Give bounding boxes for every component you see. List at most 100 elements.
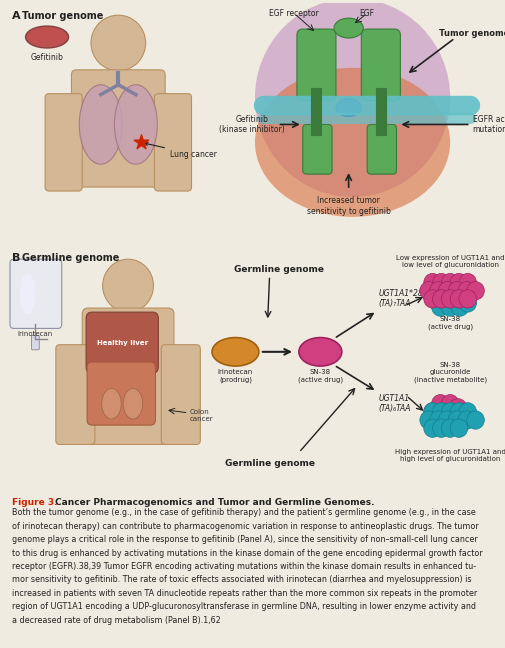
FancyBboxPatch shape bbox=[31, 336, 39, 350]
Text: Low expression of UGT1A1 and: Low expression of UGT1A1 and bbox=[395, 255, 503, 261]
FancyBboxPatch shape bbox=[296, 29, 335, 100]
Text: UGT1A1
(TA)₆TAA: UGT1A1 (TA)₆TAA bbox=[378, 393, 411, 413]
Text: UGT1A1*28
(TA)₇TAA: UGT1A1*28 (TA)₇TAA bbox=[378, 288, 423, 308]
Text: Germline genome: Germline genome bbox=[22, 253, 119, 263]
Circle shape bbox=[449, 290, 467, 308]
Circle shape bbox=[431, 395, 448, 413]
Text: Germline genome: Germline genome bbox=[224, 459, 314, 468]
FancyBboxPatch shape bbox=[87, 362, 155, 425]
Circle shape bbox=[440, 273, 458, 292]
Text: low level of glucuronidation: low level of glucuronidation bbox=[401, 262, 497, 268]
Circle shape bbox=[449, 273, 467, 292]
Circle shape bbox=[447, 282, 465, 300]
Circle shape bbox=[423, 273, 440, 292]
Text: a decreased rate of drug metabolism (Panel B).1,62: a decreased rate of drug metabolism (Pan… bbox=[12, 616, 220, 625]
Circle shape bbox=[449, 419, 467, 437]
Text: Gefitinib: Gefitinib bbox=[31, 53, 63, 62]
Ellipse shape bbox=[335, 98, 361, 117]
Ellipse shape bbox=[255, 68, 449, 217]
FancyBboxPatch shape bbox=[361, 29, 399, 100]
Text: SN-38
(active drug): SN-38 (active drug) bbox=[297, 369, 342, 382]
FancyBboxPatch shape bbox=[119, 294, 136, 320]
Text: Irinotecan
(prodrug): Irinotecan (prodrug) bbox=[217, 369, 252, 382]
Circle shape bbox=[423, 419, 440, 437]
Ellipse shape bbox=[114, 85, 157, 164]
Ellipse shape bbox=[26, 26, 68, 48]
Circle shape bbox=[429, 411, 446, 429]
FancyBboxPatch shape bbox=[10, 259, 62, 329]
Circle shape bbox=[440, 419, 458, 437]
Circle shape bbox=[423, 402, 440, 421]
FancyBboxPatch shape bbox=[161, 345, 200, 445]
Circle shape bbox=[457, 411, 475, 429]
Text: Increased tumor
sensitivity to gefitinib: Increased tumor sensitivity to gefitinib bbox=[306, 196, 390, 216]
Circle shape bbox=[419, 282, 437, 300]
Text: EGF: EGF bbox=[359, 9, 374, 18]
Text: EGFR activating
mutations: EGFR activating mutations bbox=[472, 115, 505, 134]
Text: High expression of UGT1A1 and: High expression of UGT1A1 and bbox=[394, 448, 504, 454]
Circle shape bbox=[448, 399, 466, 417]
Text: Tumor genome: Tumor genome bbox=[438, 29, 505, 38]
Ellipse shape bbox=[79, 85, 122, 164]
Circle shape bbox=[423, 402, 440, 421]
Circle shape bbox=[103, 259, 153, 312]
Circle shape bbox=[429, 282, 446, 300]
Text: genome plays a critical role in the response to gefitinib (Panel A), since the s: genome plays a critical role in the resp… bbox=[12, 535, 477, 544]
Text: Tumor genome: Tumor genome bbox=[22, 11, 103, 21]
Circle shape bbox=[431, 298, 448, 316]
Circle shape bbox=[450, 298, 468, 316]
Circle shape bbox=[466, 282, 483, 300]
Text: receptor (EGFR).38,39 Tumor EGFR encoding activating mutations within the kinase: receptor (EGFR).38,39 Tumor EGFR encodin… bbox=[12, 562, 475, 571]
FancyBboxPatch shape bbox=[56, 345, 95, 445]
Circle shape bbox=[423, 290, 440, 308]
Text: region of UGT1A1 encoding a UDP-glucuronosyltransferase in germline DNA, resulti: region of UGT1A1 encoding a UDP-glucuron… bbox=[12, 602, 475, 611]
Text: mor sensitivity to gefitinib. The rate of toxic effects associated with irinotec: mor sensitivity to gefitinib. The rate o… bbox=[12, 575, 471, 584]
Ellipse shape bbox=[333, 18, 363, 38]
Text: Germline genome: Germline genome bbox=[234, 265, 324, 274]
Text: SN-38
(active drug): SN-38 (active drug) bbox=[427, 316, 472, 330]
Circle shape bbox=[458, 273, 476, 292]
Circle shape bbox=[466, 411, 483, 429]
Text: Healthy liver: Healthy liver bbox=[96, 340, 147, 345]
FancyBboxPatch shape bbox=[71, 70, 165, 187]
Circle shape bbox=[432, 402, 449, 421]
FancyBboxPatch shape bbox=[45, 94, 82, 191]
Text: Cancer Pharmacogenomics and Tumor and Germline Genomes.: Cancer Pharmacogenomics and Tumor and Ge… bbox=[55, 498, 374, 507]
FancyBboxPatch shape bbox=[86, 312, 158, 373]
FancyBboxPatch shape bbox=[367, 124, 396, 174]
Text: Gefitinib
(kinase inhibitor): Gefitinib (kinase inhibitor) bbox=[219, 115, 284, 134]
Ellipse shape bbox=[102, 388, 121, 419]
Text: A: A bbox=[12, 11, 21, 21]
Circle shape bbox=[91, 15, 145, 71]
Text: EGF receptor: EGF receptor bbox=[269, 9, 318, 18]
FancyBboxPatch shape bbox=[154, 94, 191, 191]
Circle shape bbox=[458, 294, 476, 312]
Circle shape bbox=[458, 290, 476, 308]
Text: Figure 3.: Figure 3. bbox=[12, 498, 61, 507]
Circle shape bbox=[437, 411, 455, 429]
Ellipse shape bbox=[298, 338, 341, 366]
FancyBboxPatch shape bbox=[82, 308, 174, 445]
FancyBboxPatch shape bbox=[109, 54, 127, 80]
Circle shape bbox=[432, 290, 449, 308]
Circle shape bbox=[457, 282, 475, 300]
FancyBboxPatch shape bbox=[302, 124, 331, 174]
Ellipse shape bbox=[255, 0, 449, 197]
Circle shape bbox=[437, 282, 455, 300]
Text: Both the tumor genome (e.g., in the case of gefitinib therapy) and the patient’s: Both the tumor genome (e.g., in the case… bbox=[12, 509, 475, 517]
Ellipse shape bbox=[20, 273, 35, 314]
Text: Colon
cancer: Colon cancer bbox=[189, 410, 213, 422]
Circle shape bbox=[432, 419, 449, 437]
Text: Lung cancer: Lung cancer bbox=[144, 143, 217, 159]
Text: B: B bbox=[12, 253, 20, 263]
Circle shape bbox=[440, 402, 458, 421]
Circle shape bbox=[449, 402, 467, 421]
Ellipse shape bbox=[123, 388, 142, 419]
Circle shape bbox=[432, 273, 449, 292]
Text: of irinotecan therapy) can contribute to pharmacogenomic variation in response t: of irinotecan therapy) can contribute to… bbox=[12, 522, 478, 531]
Circle shape bbox=[458, 402, 476, 421]
Text: high level of glucuronidation: high level of glucuronidation bbox=[399, 456, 499, 461]
Text: Irinotecan: Irinotecan bbox=[18, 332, 53, 338]
Circle shape bbox=[440, 298, 458, 316]
Point bbox=[136, 137, 144, 148]
